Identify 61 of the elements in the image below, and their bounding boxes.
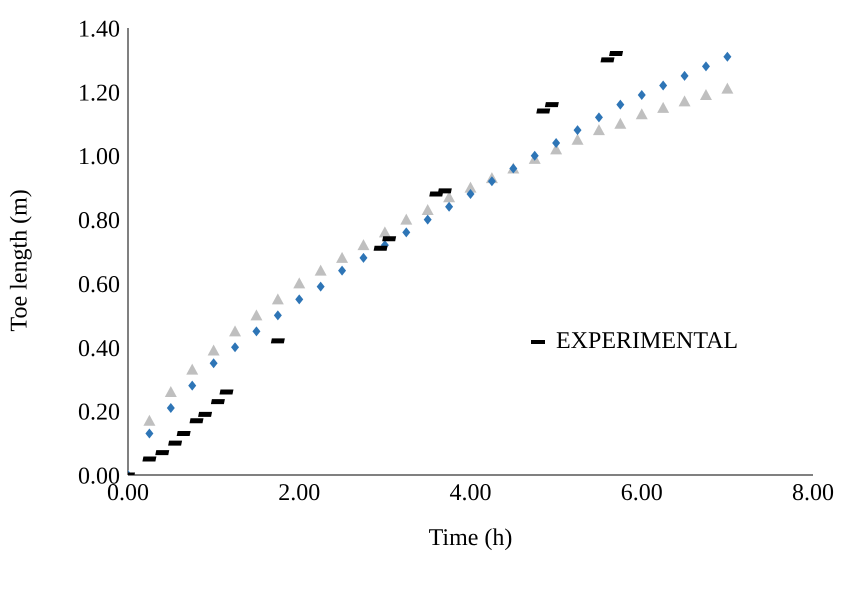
point [293,277,306,288]
x-tick-label: 8.00 [792,480,834,506]
point [357,239,370,250]
point [274,310,282,320]
y-tick-label: 1.40 [78,16,120,43]
x-tick-label: 4.00 [450,480,492,506]
point [359,252,368,263]
y-tick-label: 0.60 [78,272,120,298]
point [336,252,348,263]
point [723,52,732,62]
point [188,380,196,391]
point [402,227,410,238]
point [636,108,648,120]
point [552,138,560,148]
point [295,294,304,304]
point [229,325,242,336]
y-tick-label: 0.80 [78,208,120,234]
point [250,309,262,320]
y-tick-label: 1.00 [78,144,120,170]
point [210,358,218,368]
point [166,402,175,413]
point [488,176,496,186]
point [145,428,154,438]
point [680,70,689,81]
point [594,112,603,122]
point [638,90,646,100]
point [143,414,156,426]
point [572,134,584,145]
point [659,80,668,90]
point [422,204,434,215]
point [657,102,670,113]
point [164,386,177,397]
point [316,282,325,292]
point [721,82,734,94]
point [466,189,474,200]
point [314,264,327,276]
point [678,95,691,106]
point [400,214,412,225]
point [700,89,712,100]
point [445,202,454,212]
y-tick-label: 0.20 [78,400,120,426]
y-tick-label: 1.20 [78,80,120,106]
x-tick-label: 6.00 [620,480,663,506]
point [616,100,624,110]
point [252,326,260,336]
point [530,150,539,161]
point [574,125,582,136]
point [424,214,432,225]
point [702,61,710,72]
x-tick-label: 2.00 [278,480,320,506]
point [592,124,605,136]
y-tick-label: 0.40 [78,336,120,362]
x-axis-title: Time (h) [428,525,512,551]
point [614,118,626,129]
point [186,364,198,375]
point [208,344,220,356]
point [231,342,240,352]
point [272,293,284,304]
legend-label: EXPERIMENTAL [556,328,738,355]
y-axis-title: Toe length (m) [6,189,33,332]
point [338,266,346,276]
